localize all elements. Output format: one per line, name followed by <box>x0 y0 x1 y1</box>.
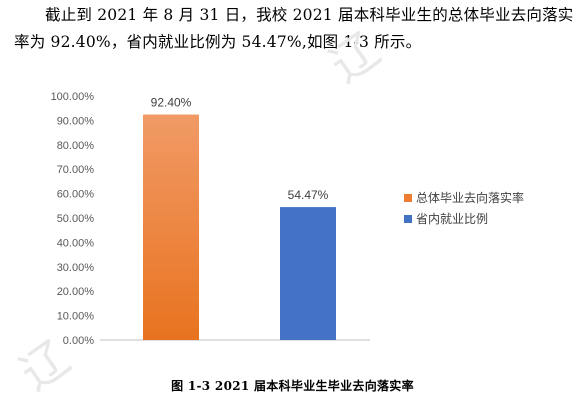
y-tick-label: 10.00% <box>57 311 95 323</box>
y-tick-label: 70.00% <box>57 164 95 176</box>
data-label: 54.47% <box>288 188 329 202</box>
legend-swatch <box>404 215 412 223</box>
bar <box>280 207 336 340</box>
legend-entry: 总体毕业去向落实率 <box>416 190 524 205</box>
y-tick-label: 20.00% <box>57 286 95 298</box>
y-tick-label: 60.00% <box>57 189 95 201</box>
y-tick-label: 90.00% <box>57 115 95 127</box>
y-tick-label: 80.00% <box>57 140 95 152</box>
y-tick-label: 30.00% <box>57 262 95 274</box>
y-tick-label: 50.00% <box>57 213 95 225</box>
legend-swatch <box>404 194 412 202</box>
y-tick-label: 40.00% <box>57 237 95 249</box>
bar-chart: 0.00% 10.00% 20.00% 30.00% 40.00% 50.00% 60.00… <box>51 91 524 347</box>
legend-entry: 省内就业比例 <box>416 212 488 226</box>
intro-paragraph: 截止到 2021 年 8 月 31 日，我校 2021 届本科毕业生的总体毕业去… <box>14 6 574 51</box>
y-tick-label: 100.00% <box>51 91 95 103</box>
figure-caption: 图 1-3 2021 届本科毕业生毕业去向落实率 <box>171 379 414 393</box>
bar <box>143 114 199 340</box>
y-tick-label: 0.00% <box>63 335 94 347</box>
data-label: 92.40% <box>151 96 192 110</box>
